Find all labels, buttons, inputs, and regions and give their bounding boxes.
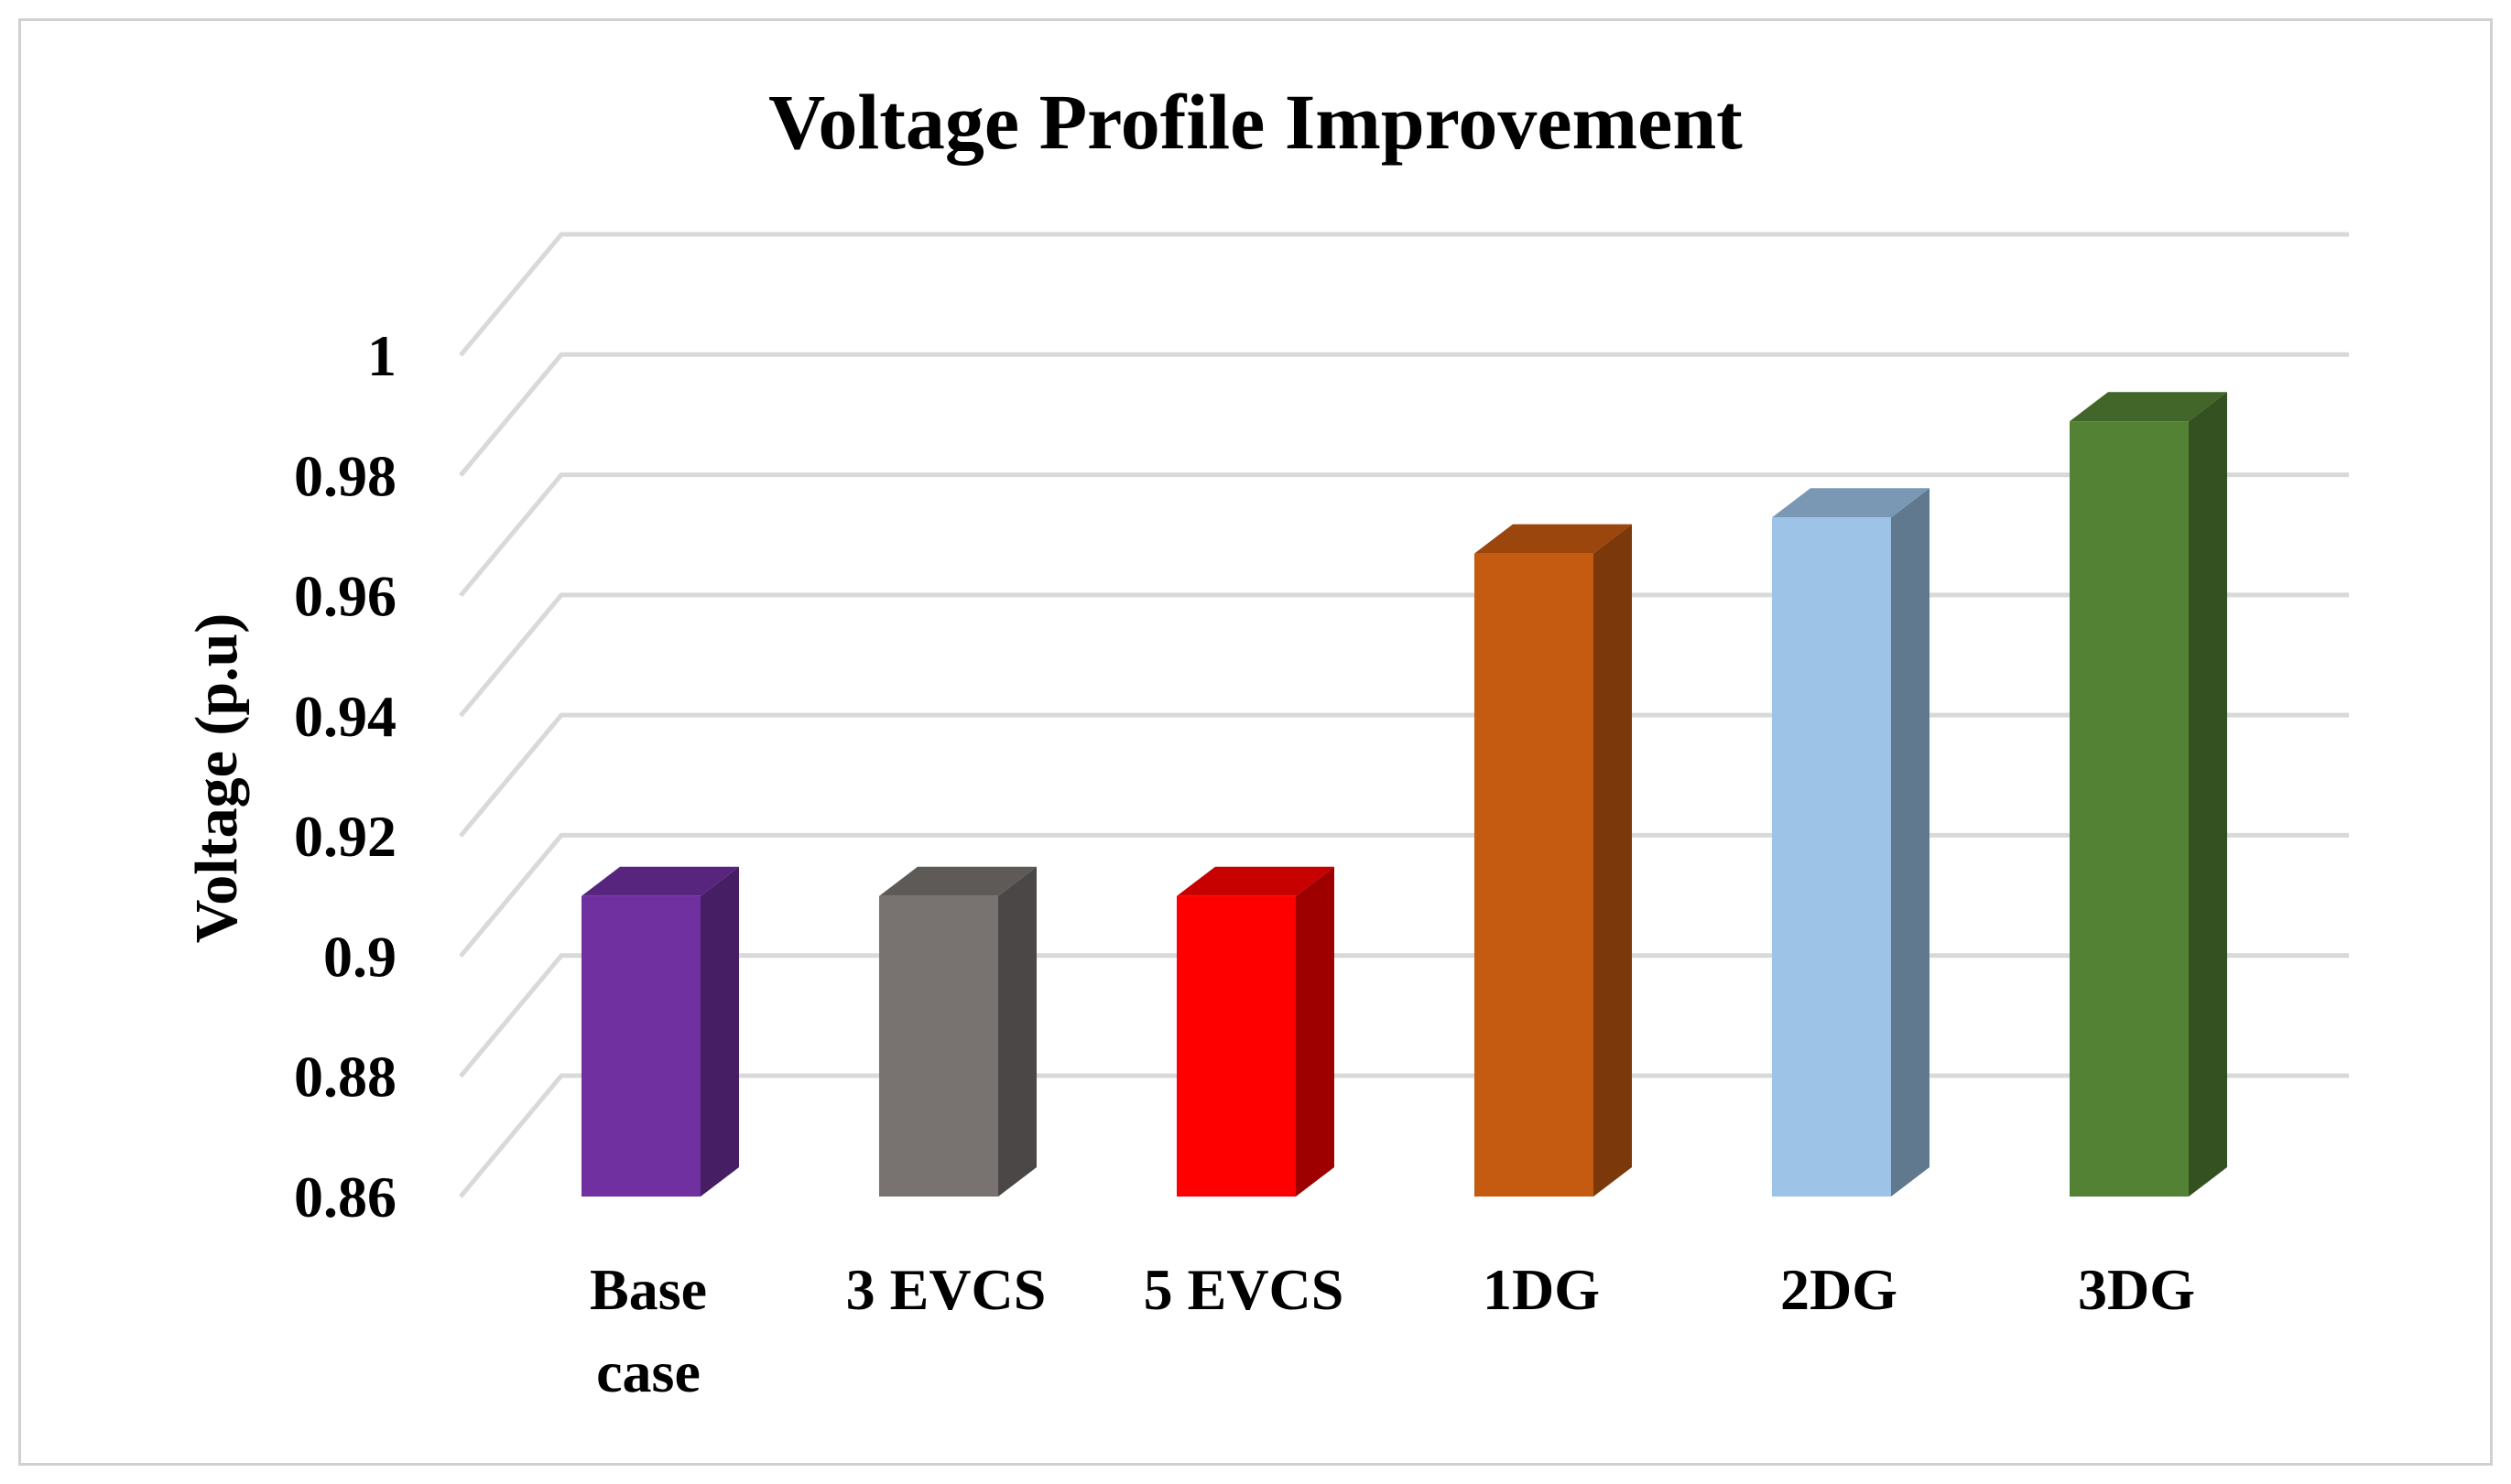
bars [582, 392, 2227, 1197]
x-category-line: 3DG [2078, 1257, 2195, 1322]
x-axis-categories: Base case 3 EVCS 5 EVCS 1DG 2DG 3DG [590, 1257, 2195, 1404]
x-category-label: 5 EVCS [1144, 1257, 1344, 1322]
gridline [459, 352, 2349, 477]
x-category-line: 5 EVCS [1144, 1257, 1344, 1322]
bar [879, 866, 1037, 1197]
gridlines [459, 232, 2349, 1198]
gridline [459, 232, 2349, 357]
y-tick-label: 0.92 [294, 804, 397, 869]
gridline [459, 832, 2349, 959]
x-category-label: 2DG [1780, 1257, 1897, 1322]
bar-top [582, 866, 739, 896]
bar-top [1177, 866, 1334, 896]
bar [1177, 866, 1334, 1197]
x-category-label: 3 EVCS [846, 1257, 1047, 1322]
y-tick-label: 0.98 [294, 443, 397, 508]
y-tick-label: 0.94 [294, 684, 397, 749]
bar-side [1296, 866, 1334, 1197]
y-tick-label: 0.88 [294, 1045, 397, 1110]
bar-side [1593, 524, 1632, 1197]
bar-front [1474, 553, 1593, 1197]
bar-front [2070, 421, 2189, 1197]
y-axis-ticks: 0.86 0.88 0.9 0.92 0.94 0.96 0.98 1 [294, 323, 397, 1229]
bar-front [1177, 895, 1296, 1197]
y-axis-label: Voltage (p.u) [183, 613, 250, 944]
bar-top [1772, 488, 1929, 518]
x-category-line: 3 EVCS [846, 1257, 1047, 1322]
bar-side [1891, 488, 1929, 1197]
bar-side [998, 866, 1037, 1197]
bar-front [582, 895, 701, 1197]
bar [582, 866, 739, 1197]
bar-top [2070, 392, 2227, 422]
gridline [459, 953, 2349, 1078]
bar [2070, 392, 2227, 1197]
x-category-line: 1DG [1483, 1257, 1600, 1322]
bar-top [879, 866, 1037, 896]
bar-side [2189, 392, 2227, 1197]
chart-title: Voltage Profile Improvement [768, 78, 1743, 166]
y-tick-label: 0.9 [323, 924, 397, 989]
x-category-line: case [596, 1339, 701, 1404]
bar-side [701, 866, 739, 1197]
gridline [459, 712, 2349, 838]
y-tick-label: 0.96 [294, 564, 397, 629]
bar [1772, 488, 1929, 1197]
x-category-label: Base case [590, 1257, 707, 1404]
bar-front [1772, 517, 1891, 1197]
gridline [459, 592, 2349, 718]
y-tick-label: 0.86 [294, 1164, 397, 1229]
bar-front [879, 895, 998, 1197]
bar [1474, 524, 1632, 1197]
gridline [459, 472, 2349, 598]
x-category-label: 1DG [1483, 1257, 1600, 1322]
y-tick-label: 1 [367, 323, 397, 388]
x-category-line: 2DG [1780, 1257, 1897, 1322]
bar-top [1474, 524, 1632, 554]
gridline [459, 1073, 2349, 1198]
x-category-label: 3DG [2078, 1257, 2195, 1322]
x-category-line: Base [590, 1257, 707, 1322]
